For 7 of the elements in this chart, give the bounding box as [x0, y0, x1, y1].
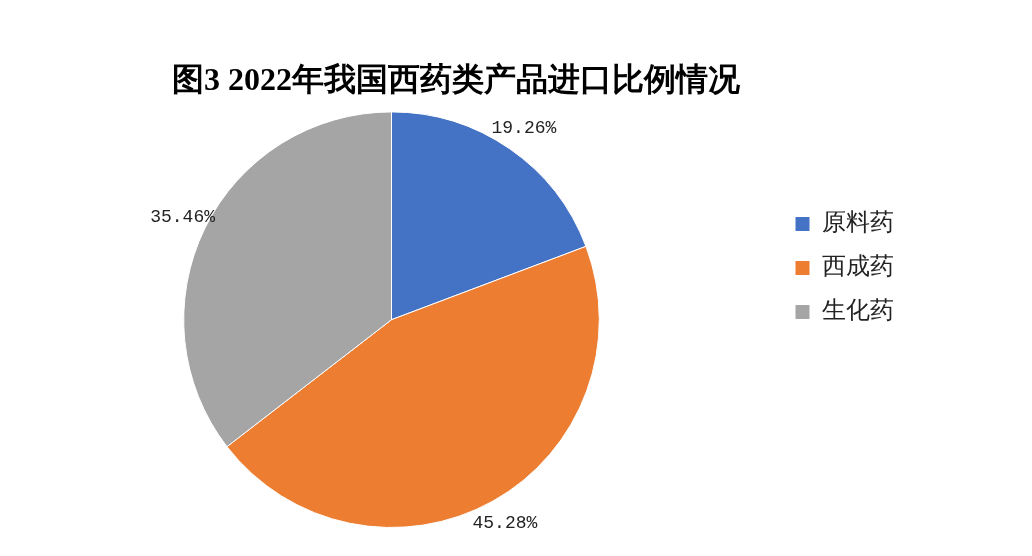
- legend-label: 西成药: [822, 252, 894, 281]
- data-label: 35.46%: [150, 206, 216, 227]
- data-label: 19.26%: [491, 118, 557, 139]
- legend-label: 原料药: [822, 208, 894, 237]
- legend-label: 生化药: [822, 296, 894, 325]
- chart-title: 图3 2022年我国西药类产品进口比例情况: [172, 61, 741, 98]
- data-label: 45.28%: [472, 512, 538, 533]
